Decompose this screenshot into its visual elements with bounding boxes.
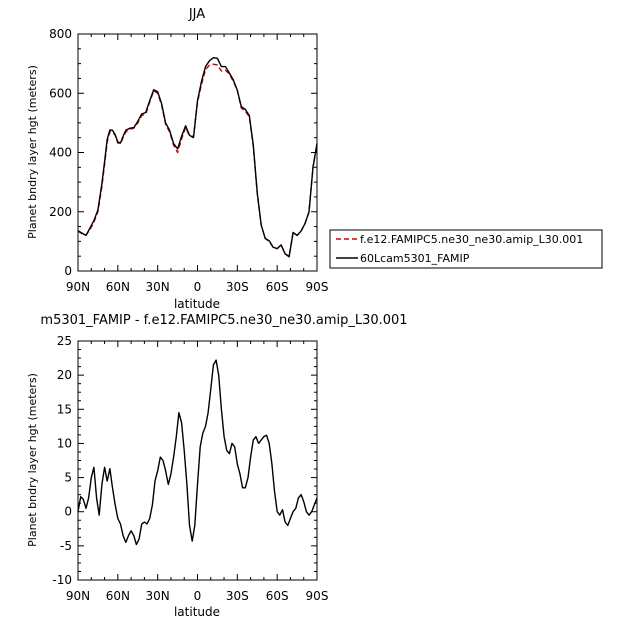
- top-x-tick-label: 60N: [106, 280, 130, 294]
- top-x-tick-label: 0: [194, 280, 202, 294]
- top-x-tick-label: 90N: [66, 280, 90, 294]
- top-series-line-1: [77, 63, 318, 257]
- top-x-tick-label: 60S: [266, 280, 289, 294]
- top-plot-frame: [77, 33, 318, 272]
- bottom-series-line-1: [77, 359, 318, 546]
- bottom-panel: m5301_FAMIP - f.e12.FAMIPC5.ne30_ne30.am…: [26, 313, 408, 619]
- top-x-tick-label: 30S: [226, 280, 249, 294]
- bottom-y-tick-label: -10: [52, 573, 72, 587]
- bottom-y-tick-label: 15: [57, 402, 72, 416]
- bottom-y-tick-label: 20: [57, 368, 72, 382]
- bottom-panel-title: m5301_FAMIP - f.e12.FAMIPC5.ne30_ne30.am…: [40, 313, 407, 328]
- bottom-y-tick-label: 25: [57, 334, 72, 348]
- top-y-ticks: 0 200 400 600 800: [49, 27, 317, 278]
- legend-box: [329, 229, 603, 269]
- top-x-tick-label: 90S: [306, 280, 329, 294]
- top-x-ticks: 90N 60N 30N 0 30S 60S 90S: [66, 34, 329, 294]
- top-y-axis-label: Planet bndry layer hgt (meters): [26, 65, 39, 239]
- bottom-y-axis-label: Planet bndry layer hgt (meters): [26, 373, 39, 547]
- bottom-x-tick-label: 90S: [306, 589, 329, 603]
- bottom-x-axis-label: latitude: [174, 605, 220, 619]
- top-x-axis-label: latitude: [174, 297, 220, 311]
- bottom-x-tick-label: 60N: [106, 589, 130, 603]
- bottom-plot-frame: [77, 340, 318, 581]
- bottom-x-tick-label: 30S: [226, 589, 249, 603]
- legend-label-series-1: f.e12.FAMIPC5.ne30_ne30.amip_L30.001: [360, 233, 583, 246]
- bottom-y-tick-label: 10: [57, 436, 72, 450]
- legend: f.e12.FAMIPC5.ne30_ne30.amip_L30.001 60L…: [329, 229, 603, 269]
- bottom-x-ticks: 90N 60N 30N 0 30S 60S 90S: [66, 341, 329, 603]
- bottom-x-tick-label: 90N: [66, 589, 90, 603]
- top-y-tick-label: 800: [49, 27, 72, 41]
- bottom-y-tick-label: 0: [64, 505, 72, 519]
- bottom-series-group: [77, 359, 318, 546]
- bottom-y-tick-label: 5: [64, 471, 72, 485]
- bottom-x-tick-label: 60S: [266, 589, 289, 603]
- legend-label-series-2: 60Lcam5301_FAMIP: [360, 252, 470, 265]
- top-y-tick-label: 0: [64, 264, 72, 278]
- bottom-x-tick-label: 30N: [146, 589, 170, 603]
- top-series-line-2: [77, 57, 318, 258]
- top-y-tick-label: 400: [49, 146, 72, 160]
- top-y-tick-label: 200: [49, 205, 72, 219]
- bottom-x-tick-label: 0: [194, 589, 202, 603]
- top-y-tick-label: 600: [49, 86, 72, 100]
- top-series-group: [77, 57, 318, 258]
- top-panel-title: JJA: [188, 7, 205, 22]
- top-panel: JJA 0 200 400 600 800 90N 60N 30N 0 30S 60S 90S la…: [26, 7, 328, 311]
- top-x-tick-label: 30N: [146, 280, 170, 294]
- bottom-y-ticks: -10 -5 0 5 10 15 20 25: [52, 334, 317, 587]
- bottom-y-tick-label: -5: [60, 539, 72, 553]
